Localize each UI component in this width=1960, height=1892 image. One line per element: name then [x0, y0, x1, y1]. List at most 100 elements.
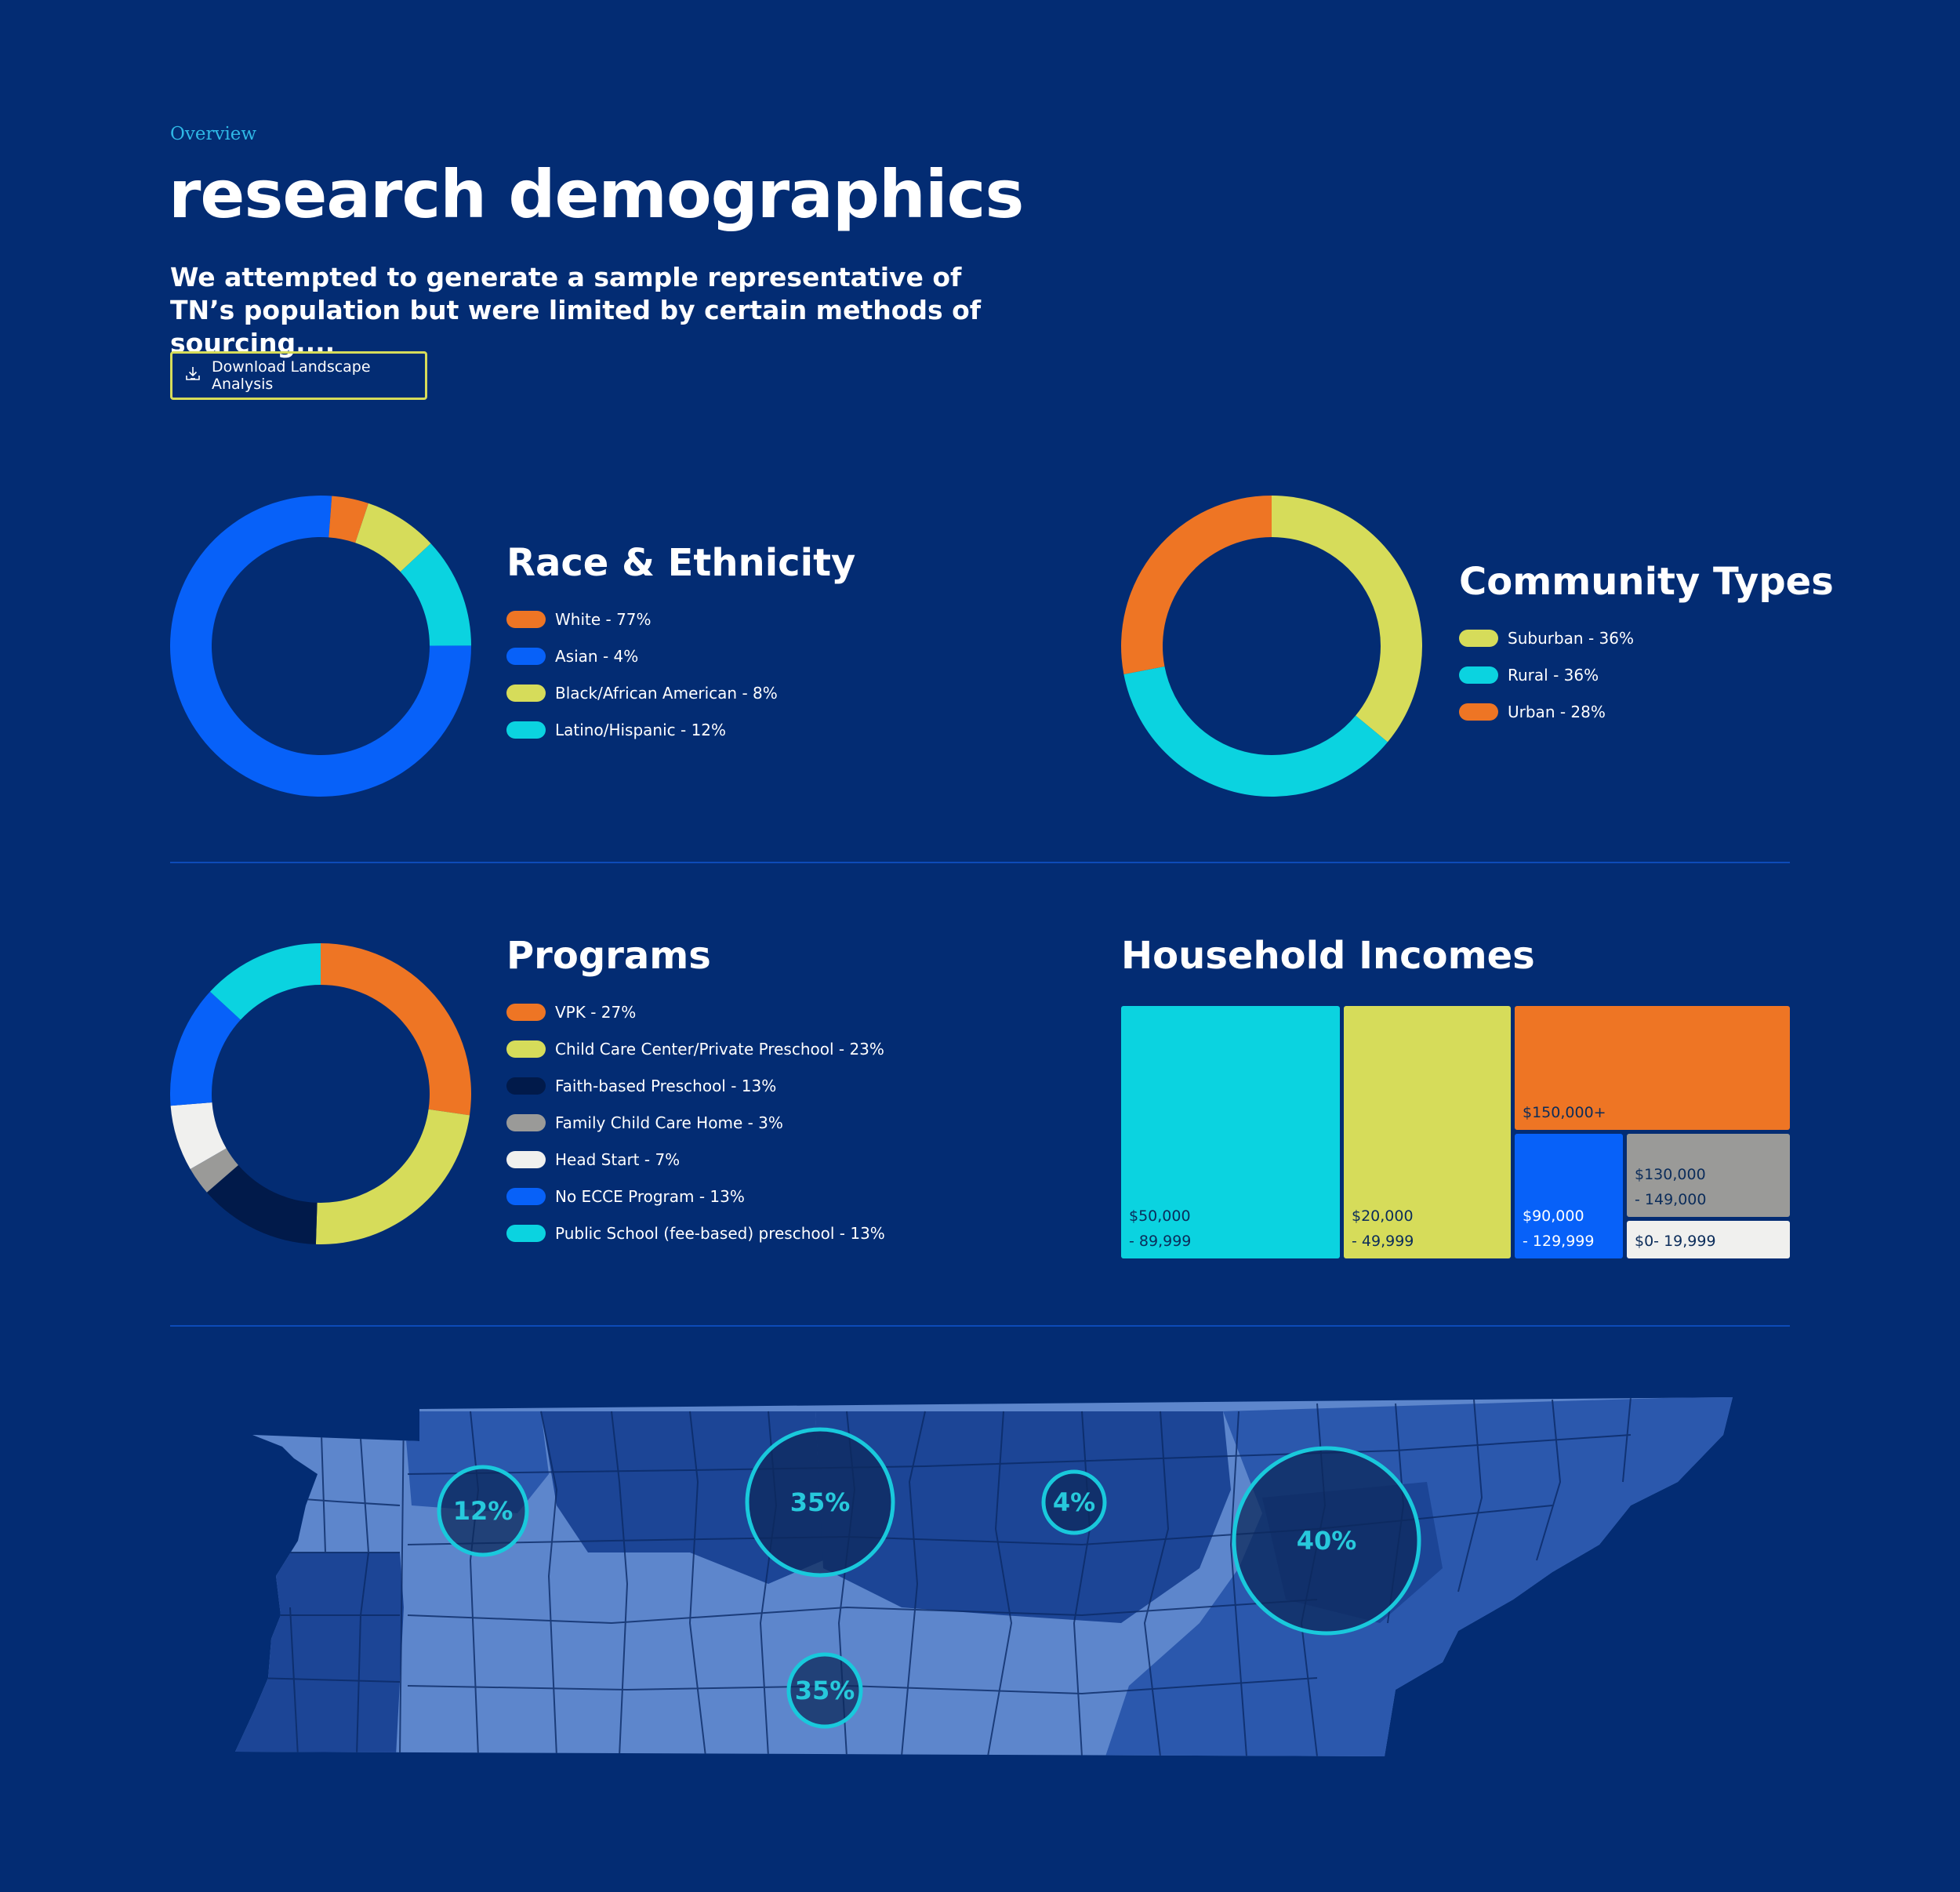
programs-legend: VPK - 27% Child Care Center/Private Presc…	[506, 993, 885, 1251]
donut-slice	[1272, 496, 1422, 743]
legend-item: Head Start - 7%	[506, 1141, 885, 1178]
race-chart	[170, 496, 471, 800]
legend-label: Rural - 36%	[1508, 665, 1599, 685]
download-button-label: Download Landscape Analysis	[212, 358, 371, 393]
legend-swatch	[506, 1187, 546, 1205]
community-donut	[1121, 496, 1422, 797]
legend-swatch	[506, 647, 546, 665]
legend-label: Public School (fee-based) preschool - 13…	[555, 1223, 885, 1243]
legend-swatch	[506, 721, 546, 739]
donut-slice	[209, 943, 321, 1020]
legend-swatch	[506, 1113, 546, 1131]
legend-swatch	[506, 1224, 546, 1242]
legend-item: Latino/Hispanic - 12%	[506, 711, 855, 748]
legend-label: No ECCE Program - 13%	[555, 1186, 745, 1206]
donut-slice	[1121, 496, 1272, 674]
legend-item: Public School (fee-based) preschool - 13…	[506, 1215, 885, 1251]
income-cell-label: - 49,999	[1352, 1233, 1414, 1250]
race-legend-block: Race & Ethnicity White - 77% Asian - 4% Bl…	[506, 541, 855, 748]
donut-slice	[400, 543, 471, 646]
page-title: research demographics	[169, 156, 1024, 233]
donut-slice	[1123, 666, 1388, 797]
legend-label: Child Care Center/Private Preschool - 23…	[555, 1039, 884, 1059]
income-cell-label: - 129,999	[1523, 1233, 1595, 1250]
legend-label: Family Child Care Home - 3%	[555, 1113, 783, 1132]
race-donut	[170, 496, 471, 797]
race-legend: White - 77% Asian - 4% Black/African Ameri…	[506, 601, 855, 748]
region-bubble-label: 35%	[790, 1487, 851, 1517]
donut-slice	[206, 1165, 318, 1244]
legend-swatch	[1459, 703, 1498, 721]
region-bubble	[1232, 1446, 1421, 1636]
region-bubble	[1041, 1469, 1107, 1535]
legend-swatch	[506, 1077, 546, 1095]
income-treemap: $50,000 - 89,999 $20,000 - 49,999 $150,000…	[1121, 1006, 1790, 1258]
programs-title: Programs	[506, 934, 711, 978]
income-cell-label: - 89,999	[1129, 1233, 1192, 1250]
page-subtitle: We attempted to generate a sample repres…	[170, 262, 982, 358]
income-cell-label: - 149,000	[1635, 1191, 1707, 1208]
income-cell-label: $90,000	[1523, 1207, 1584, 1225]
download-icon	[183, 365, 202, 387]
tennessee-outline	[235, 1397, 1733, 1756]
income-cell: $130,000 - 149,000	[1627, 1134, 1790, 1217]
donut-slice	[355, 503, 431, 572]
income-cell: $50,000 - 89,999	[1121, 1006, 1340, 1258]
income-cell: $150,000+	[1515, 1006, 1790, 1130]
legend-item: VPK - 27%	[506, 993, 885, 1030]
section-divider	[170, 1325, 1790, 1327]
section-divider	[170, 862, 1790, 863]
region-bubble-label: 35%	[795, 1676, 855, 1705]
legend-item: Child Care Center/Private Preschool - 23…	[506, 1030, 885, 1067]
income-cell-label: $50,000	[1129, 1207, 1191, 1225]
legend-item: Family Child Care Home - 3%	[506, 1104, 885, 1141]
legend-swatch	[506, 1150, 546, 1168]
community-title: Community Types	[1459, 560, 1834, 604]
donut-slice	[170, 1102, 227, 1169]
donut-slice	[190, 1148, 238, 1193]
legend-item: Suburban - 36%	[1459, 619, 1834, 656]
region-bubble-label: 4%	[1053, 1487, 1095, 1517]
donut-slice	[321, 943, 471, 1116]
programs-legend-block: Programs VPK - 27% Child Care Center/Priv…	[506, 934, 885, 1251]
eyebrow-label: Overview	[170, 124, 257, 144]
income-cell-label: $20,000	[1352, 1207, 1414, 1225]
income-cell-label: $150,000+	[1523, 1104, 1606, 1121]
legend-swatch	[506, 684, 546, 702]
legend-label: Urban - 28%	[1508, 702, 1606, 721]
tennessee-map: 12% 35% 4% 40% 35%	[220, 1388, 1740, 1772]
legend-label: White - 77%	[555, 609, 652, 629]
community-legend-block: Community Types Suburban - 36% Rural - 36…	[1459, 560, 1834, 730]
donut-slice	[315, 1109, 470, 1244]
income-cell: $90,000 - 129,999	[1515, 1134, 1623, 1258]
region-bubble-label: 40%	[1297, 1526, 1357, 1556]
income-cell: $0- 19,999	[1627, 1221, 1790, 1258]
legend-item: Black/African American - 8%	[506, 674, 855, 711]
legend-item: Asian - 4%	[506, 637, 855, 674]
legend-label: VPK - 27%	[555, 1002, 637, 1022]
legend-swatch	[506, 1003, 546, 1021]
legend-label: Suburban - 36%	[1508, 628, 1634, 648]
region-bubble	[786, 1652, 863, 1729]
income-title: Household Incomes	[1121, 934, 1535, 978]
programs-chart	[170, 943, 471, 1247]
legend-item: Rural - 36%	[1459, 656, 1834, 693]
download-button[interactable]: Download Landscape Analysis	[170, 351, 427, 400]
community-legend: Suburban - 36% Rural - 36% Urban - 28%	[1459, 619, 1834, 730]
legend-item: White - 77%	[506, 601, 855, 637]
donut-slice	[170, 991, 241, 1106]
legend-label: Black/African American - 8%	[555, 683, 778, 703]
income-cell-label: $130,000	[1635, 1166, 1706, 1183]
region-bubble-label: 12%	[453, 1496, 514, 1526]
race-title: Race & Ethnicity	[506, 541, 856, 585]
legend-label: Head Start - 7%	[555, 1149, 681, 1169]
legend-swatch	[506, 610, 546, 628]
legend-swatch	[506, 1040, 546, 1058]
donut-slice	[328, 496, 368, 543]
legend-item: Faith-based Preschool - 13%	[506, 1067, 885, 1104]
legend-item: Urban - 28%	[1459, 693, 1834, 730]
income-cell: $20,000 - 49,999	[1344, 1006, 1511, 1258]
region-bubble	[745, 1427, 895, 1578]
community-chart	[1121, 496, 1422, 800]
income-cell-label: $0- 19,999	[1635, 1233, 1716, 1250]
